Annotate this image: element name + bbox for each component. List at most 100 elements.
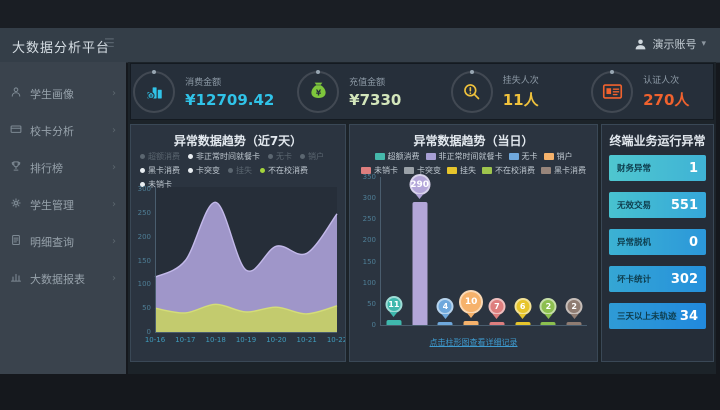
- y-axis-tick: 200: [362, 236, 376, 245]
- balloon-tip-icon: [492, 314, 501, 319]
- sidebar-item[interactable]: 排行榜 ›: [0, 149, 126, 186]
- legend-item[interactable]: 不在校消费: [260, 165, 308, 176]
- terminal-stat-row[interactable]: 异常脱机 0: [609, 229, 706, 255]
- legend-swatch: [374, 153, 385, 160]
- legend-dot: [300, 154, 305, 159]
- legend-item[interactable]: 挂失: [447, 165, 476, 176]
- bar-chart: 11 290 4 10 7 6: [380, 174, 587, 326]
- bar: [386, 320, 402, 325]
- legend-item[interactable]: 卡突变: [404, 165, 441, 176]
- user-menu[interactable]: 演示账号 ▾: [634, 36, 706, 52]
- y-axis-tick: 50: [367, 299, 376, 308]
- terminal-anomaly-panel: 终端业务运行异常 财务异常 1 无效交易 551 异常脱机 0 坏卡统计 302 三天以…: [601, 124, 714, 362]
- x-axis-label: 10-17: [175, 336, 196, 344]
- stat-value: 1: [688, 160, 698, 176]
- legend-item[interactable]: 非正常时间就餐卡: [425, 151, 503, 162]
- sidebar-item[interactable]: 大数据报表 ›: [0, 260, 126, 297]
- balloon-tip-icon: [544, 314, 553, 319]
- terminal-stat-row[interactable]: 坏卡统计 302: [609, 266, 706, 292]
- terminal-stat-row[interactable]: 三天以上未轨迹 34: [609, 303, 706, 329]
- user-icon: [10, 86, 22, 101]
- legend-dot: [140, 182, 145, 187]
- sidebar-item[interactable]: 明细查询 ›: [0, 223, 126, 260]
- balloon-marker: 7: [488, 298, 506, 319]
- terminal-stat-row[interactable]: 财务异常 1: [609, 155, 706, 181]
- legend-item[interactable]: 未销卡: [140, 179, 172, 190]
- app-title: 大数据分析平台: [12, 41, 111, 56]
- card-icon: [10, 123, 22, 138]
- y-axis-tick: 0: [146, 328, 151, 336]
- trend-today-legend: 超额消费 非正常时间就餐卡 无卡 销户未销卡 卡突变 挂失 不在校消费 黑卡消费: [354, 151, 593, 176]
- balloon-marker: 11: [385, 296, 403, 318]
- legend-swatch: [404, 167, 414, 174]
- sidebar-item-label: 学生管理: [30, 198, 74, 212]
- x-axis-label: 10-16: [144, 336, 166, 344]
- legend-item[interactable]: 超额消费: [374, 151, 420, 162]
- bar-slot[interactable]: 290: [409, 174, 431, 325]
- sidebar-item[interactable]: 学生画像 ›: [0, 75, 126, 112]
- metric-label: 挂失人次: [502, 76, 539, 86]
- metrics-bar: ¥ 消费金额 ¥12709.42 ¥ 充值金额 ¥7330 挂失人次 11人 认证…: [130, 63, 714, 120]
- legend-item[interactable]: 无卡: [508, 151, 538, 162]
- sidebar-item-label: 大数据报表: [30, 272, 85, 286]
- bar: [515, 322, 531, 325]
- legend-item[interactable]: 非正常时间就餐卡: [188, 151, 260, 162]
- trophy-icon: [10, 160, 22, 175]
- metric-label: 消费金额: [185, 77, 222, 88]
- user-avatar-icon: [636, 38, 646, 49]
- bar-slot[interactable]: 7: [486, 177, 508, 325]
- metric-value: 270人: [643, 91, 690, 109]
- legend-swatch: [482, 167, 492, 174]
- legend-swatch: [541, 167, 551, 174]
- legend-item[interactable]: 超额消费: [140, 151, 180, 162]
- metric-label: 充值金额: [349, 77, 386, 88]
- terminal-stat-list: 财务异常 1 无效交易 551 异常脱机 0 坏卡统计 302 三天以上未轨迹 34: [602, 155, 713, 340]
- metric-card: 挂失人次 11人: [422, 64, 568, 119]
- legend-item[interactable]: 不在校消费: [482, 165, 535, 176]
- balloon-value: 6: [514, 298, 532, 315]
- sidebar-item[interactable]: 学生管理 ›: [0, 186, 126, 223]
- sidebar-item-label: 排行榜: [30, 161, 63, 175]
- stat-value: 551: [670, 197, 698, 213]
- chart-detail-link[interactable]: 点击柱形图查看详细记录: [429, 338, 518, 347]
- sidebar-item-label: 明细查询: [30, 235, 74, 249]
- bar-slot[interactable]: 11: [383, 177, 405, 325]
- terminal-stat-row[interactable]: 无效交易 551: [609, 192, 706, 218]
- legend-swatch: [361, 167, 371, 174]
- y-axis-tick: 100: [362, 278, 376, 287]
- balloon-value: 2: [565, 298, 583, 315]
- bar-slot[interactable]: 2: [563, 177, 585, 325]
- y-axis-tick: 350: [362, 173, 376, 181]
- legend-item[interactable]: 黑卡消费: [541, 165, 586, 176]
- bar-slot[interactable]: 10: [459, 177, 484, 325]
- bar-slot[interactable]: 6: [512, 177, 534, 325]
- bar-slot[interactable]: 2: [537, 177, 559, 325]
- balloon-tip-icon: [467, 312, 476, 318]
- bar: [463, 320, 479, 325]
- caret-down-icon: ▾: [701, 39, 706, 49]
- legend-item[interactable]: 黑卡消费: [140, 165, 180, 176]
- legend-dot: [268, 154, 273, 159]
- legend-item[interactable]: 销户: [300, 151, 324, 162]
- menu-collapse-icon[interactable]: ☰: [104, 36, 115, 50]
- balloon-marker: 2: [565, 298, 583, 319]
- legend-swatch: [425, 153, 436, 160]
- legend-item[interactable]: 销户: [543, 151, 573, 162]
- balloon-marker: 6: [514, 298, 532, 319]
- sidebar-item[interactable]: 校卡分析 ›: [0, 112, 126, 149]
- legend-item[interactable]: 无卡: [268, 151, 292, 162]
- balloon-marker: 10: [459, 289, 484, 318]
- legend-dot: [260, 168, 265, 173]
- id-card-icon: [591, 69, 634, 113]
- y-axis-tick: 200: [137, 232, 151, 241]
- x-axis-label: 10-19: [235, 336, 257, 344]
- bar: [412, 202, 428, 325]
- legend-item[interactable]: 未销卡: [361, 165, 398, 176]
- stat-value: 0: [688, 234, 698, 250]
- y-axis-tick: 250: [362, 215, 376, 224]
- legend-item[interactable]: 卡突变: [188, 165, 220, 176]
- bar-slot[interactable]: 4: [434, 177, 456, 325]
- legend-item[interactable]: 挂失: [228, 165, 252, 176]
- report-icon: [10, 271, 22, 286]
- loss-report-icon: [450, 69, 493, 113]
